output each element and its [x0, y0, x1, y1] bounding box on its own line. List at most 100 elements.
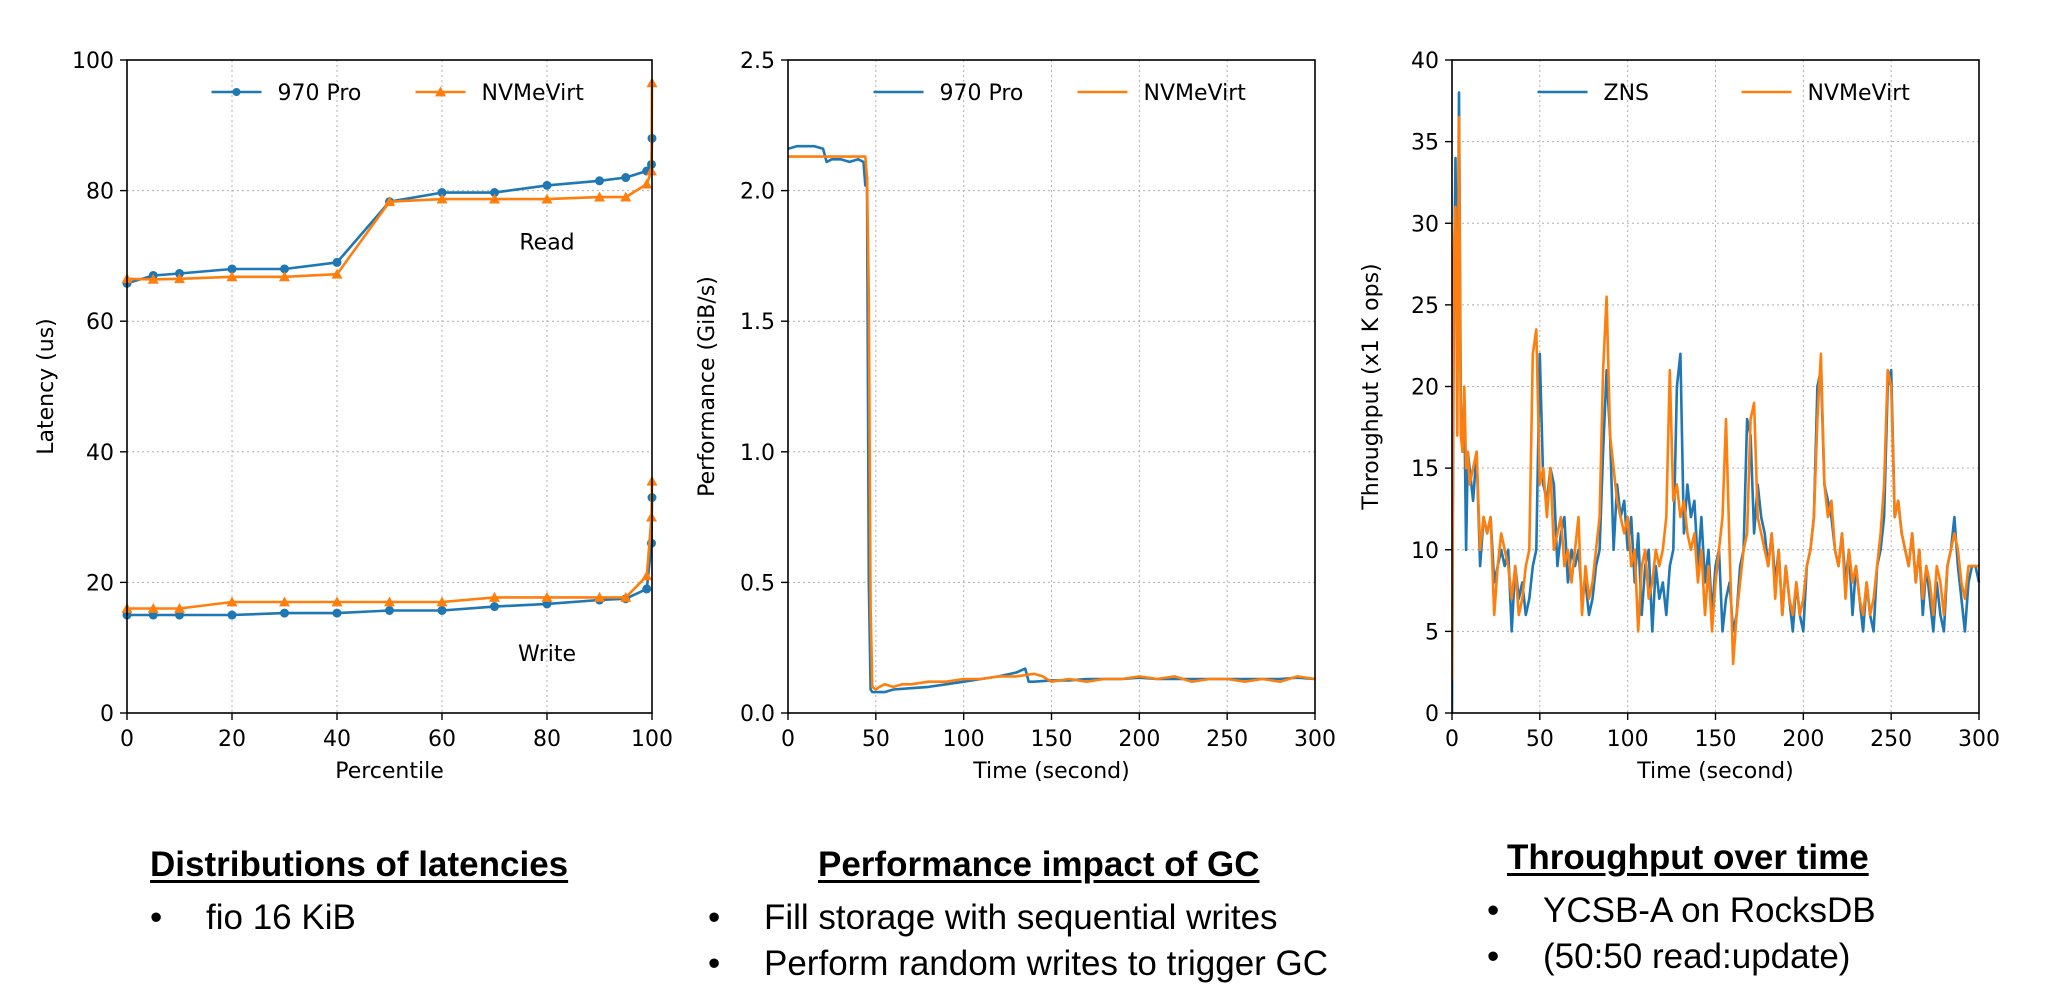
- legend-label: 970 Pro: [940, 81, 1024, 106]
- data-point: [620, 191, 632, 202]
- legend-label: 970 Pro: [278, 81, 362, 106]
- x-tick-label: 100: [631, 727, 673, 752]
- y-tick-label: 0.5: [740, 571, 775, 596]
- data-point: [541, 193, 553, 204]
- x-tick-label: 0: [1445, 727, 1459, 752]
- data-point: [147, 603, 159, 613]
- x-tick-label: 150: [1695, 727, 1737, 752]
- caption-throughput-bullet: (50:50 read:update): [1487, 934, 1876, 980]
- y-tick-label: 15: [1411, 457, 1439, 482]
- legend-marker: [232, 88, 241, 96]
- x-tick-label: 300: [1958, 727, 2000, 752]
- charts-figure: 0 20 40 60 80 100020406080100PercentileLatenc…: [34, 49, 2000, 784]
- x-tick-label: 200: [1782, 727, 1824, 752]
- x-tick-label: 150: [1031, 727, 1073, 752]
- y-tick-label: 2.5: [740, 49, 775, 74]
- y-tick-label: 25: [1411, 294, 1439, 319]
- y-tick-label: 0: [1425, 702, 1439, 727]
- caption-gc-bullet: Perform random writes to trigger GC: [708, 941, 1328, 987]
- data-point: [642, 584, 652, 594]
- data-point: [594, 191, 605, 202]
- data-point: [385, 605, 394, 615]
- data-point: [641, 570, 653, 581]
- data-point: [595, 176, 604, 186]
- y-tick-label: 5: [1425, 620, 1439, 645]
- y-axis-label: Performance (GiB/s): [695, 276, 720, 497]
- data-point: [489, 193, 500, 204]
- x-axis-label: Time (second): [1636, 759, 1793, 784]
- data-point: [436, 596, 448, 607]
- data-point: [226, 596, 238, 607]
- data-point: [280, 608, 289, 618]
- axes-frame: [126, 59, 653, 714]
- data-point: [226, 271, 238, 282]
- caption-latency: Distributions of latencies fio 16 KiB: [150, 845, 568, 941]
- legend-label: ZNS: [1604, 81, 1650, 106]
- data-point: [174, 603, 185, 613]
- data-point: [437, 605, 447, 615]
- caption-gc-title: Performance impact of GC: [818, 845, 1260, 884]
- x-tick-label: 60: [428, 727, 456, 752]
- y-tick-label: 60: [86, 310, 114, 335]
- data-point: [227, 610, 237, 620]
- y-tick-label: 1.5: [740, 310, 775, 335]
- data-point: [541, 591, 553, 602]
- x-axis-label: Percentile: [335, 759, 444, 784]
- y-tick-label: 35: [1411, 131, 1439, 156]
- y-tick-label: 0.0: [740, 702, 775, 727]
- data-point: [332, 608, 342, 618]
- x-tick-label: 100: [943, 727, 985, 752]
- series-line-nvmevirt: [788, 155, 1316, 691]
- x-tick-label: 50: [1526, 727, 1554, 752]
- data-point: [332, 257, 342, 267]
- data-point: [174, 273, 185, 284]
- y-tick-label: 40: [1411, 49, 1439, 74]
- y-tick-label: 100: [72, 49, 114, 74]
- data-point: [621, 173, 631, 183]
- x-tick-label: 300: [1294, 727, 1336, 752]
- data-point: [641, 178, 653, 189]
- y-axis-label: Throughput (x1 K ops): [1359, 263, 1384, 510]
- y-tick-label: 40: [86, 441, 114, 466]
- data-point: [279, 271, 290, 282]
- data-point: [279, 596, 290, 607]
- caption-latency-title: Distributions of latencies: [150, 845, 569, 884]
- y-tick-label: 80: [86, 180, 114, 205]
- x-tick-label: 80: [533, 727, 561, 752]
- caption-throughput-title: Throughput over time: [1507, 838, 1869, 877]
- data-point: [331, 268, 343, 279]
- series-line-nvmevirt: [1452, 115, 1979, 681]
- legend-marker: [435, 86, 446, 97]
- chart-panel-2: 0 50 100 150 200 250 300 0.0 0.5 1.0 1.5 2.0 2.5 Time…: [695, 49, 1336, 784]
- y-tick-label: 0: [100, 702, 114, 727]
- data-point: [542, 180, 552, 190]
- x-tick-label: 200: [1118, 727, 1160, 752]
- legend-label: NVMeVirt: [482, 81, 585, 106]
- series-line-970-pro: [127, 138, 654, 285]
- x-tick-label: 50: [862, 727, 890, 752]
- annotation-label: Write: [518, 642, 576, 667]
- caption-latency-bullet: fio 16 KiB: [150, 895, 568, 941]
- data-point: [594, 591, 605, 602]
- legend-label: NVMeVirt: [1808, 81, 1911, 106]
- caption-gc: Performance impact of GC Fill storage wi…: [708, 845, 1328, 987]
- data-point: [384, 596, 395, 607]
- x-tick-label: 100: [1607, 727, 1649, 752]
- data-point: [620, 591, 632, 602]
- x-tick-label: 20: [218, 727, 246, 752]
- x-tick-label: 250: [1870, 727, 1912, 752]
- chart-panel-1: 0 20 40 60 80 100 0 20 40 60 80 100 Percentile Latenc…: [34, 49, 673, 784]
- caption-throughput-bullet: YCSB-A on RocksDB: [1487, 888, 1876, 934]
- series-line-nvmevirt: [127, 481, 654, 610]
- x-axis-label: Time (second): [972, 759, 1129, 784]
- x-tick-label: 250: [1206, 727, 1248, 752]
- data-point: [384, 196, 395, 207]
- x-tick-label: 40: [323, 727, 351, 752]
- caption-gc-bullet: Fill storage with sequential writes: [708, 895, 1328, 941]
- y-tick-label: 1.0: [740, 441, 775, 466]
- y-tick-label: 20: [86, 571, 114, 596]
- x-tick-label: 0: [120, 727, 134, 752]
- y-tick-label: 10: [1411, 539, 1439, 564]
- x-tick-label: 0: [781, 727, 795, 752]
- data-point: [331, 596, 343, 607]
